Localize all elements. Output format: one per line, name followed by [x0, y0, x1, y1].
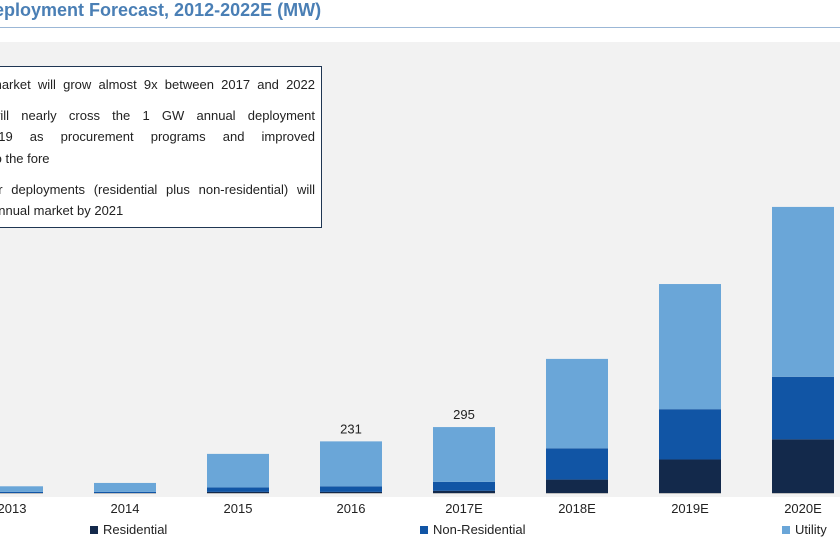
legend-swatch-residential	[90, 526, 98, 534]
bar-residential-2017E	[433, 490, 495, 493]
legend-label-non-residential: Non-Residential	[433, 522, 526, 537]
title-divider	[0, 27, 840, 28]
bar-utility-2018E	[546, 358, 608, 449]
bar-non-residential-2014	[94, 491, 156, 493]
legend-non-residential: Non-Residential	[420, 522, 526, 537]
bar-residential-2018E	[546, 479, 608, 493]
bar-utility-2013	[0, 486, 43, 492]
x-tick-label-2020E: 2020E	[784, 501, 822, 516]
bar-non-residential-2019E	[659, 409, 721, 460]
bar-utility-2014	[94, 482, 156, 492]
key-findings-callout: market will grow almost 9x between 2017 …	[0, 66, 322, 228]
bar-non-residential-2016	[320, 486, 382, 492]
bar-non-residential-2018E	[546, 448, 608, 480]
x-tick-label-2018E: 2018E	[558, 501, 596, 516]
chart-title: eployment Forecast, 2012-2022E (MW)	[0, 0, 322, 20]
bar-utility-2015	[207, 453, 269, 488]
legend-residential: Residential	[90, 522, 167, 537]
x-tick-label-2015: 2015	[224, 501, 253, 516]
bar-residential-2016	[320, 491, 382, 493]
legend-label-residential: Residential	[103, 522, 168, 537]
callout-line-5: er deployments (residential plus non-res…	[0, 182, 315, 197]
legend-swatch-non-residential	[420, 526, 428, 534]
bar-residential-2020E	[772, 439, 834, 493]
bar-utility-2017E	[433, 427, 495, 482]
data-label-2016: 231	[340, 421, 362, 436]
bar-utility-2016	[320, 441, 382, 487]
bar-residential-2015	[207, 491, 269, 493]
bar-residential-2019E	[659, 459, 721, 493]
legend-swatch-utility	[782, 526, 790, 534]
callout-line-6: annual market by 2021	[0, 203, 124, 218]
bar-non-residential-2020E	[772, 376, 834, 440]
x-tick-label-2019E: 2019E	[671, 501, 709, 516]
bar-non-residential-2017E	[433, 481, 495, 491]
x-tick-label-2017E: 2017E	[445, 501, 483, 516]
x-tick-label-2014: 2014	[111, 501, 140, 516]
data-label-2017E: 295	[453, 407, 475, 422]
bar-non-residential-2013	[0, 491, 43, 493]
callout-line-2: will nearly cross the 1 GW annual deploy…	[0, 108, 315, 123]
x-tick-label-2016: 2016	[337, 501, 366, 516]
legend-utility: Utility	[782, 522, 827, 537]
callout-line-3: 019 as procurement programs and improved	[0, 129, 315, 144]
bar-non-residential-2015	[207, 487, 269, 492]
bar-utility-2019E	[659, 284, 721, 410]
callout-line-1: market will grow almost 9x between 2017 …	[0, 77, 315, 92]
callout-line-4: to the fore	[0, 151, 50, 166]
bar-utility-2020E	[772, 206, 834, 377]
x-tick-label-2013: 2013	[0, 501, 26, 516]
legend-label-utility: Utility	[795, 522, 827, 537]
